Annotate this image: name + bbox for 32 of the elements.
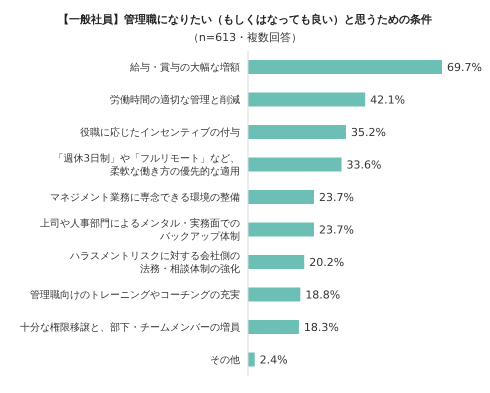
data-label: 23.7%: [318, 190, 354, 204]
y-tick-label: 給与・賞与の大幅な増額: [129, 60, 240, 73]
bar: [248, 255, 304, 269]
bar: [248, 158, 342, 172]
y-tick-label: ハラスメントリスクに対する会社側の法務・相談体制の強化: [69, 249, 240, 274]
data-label: 33.6%: [346, 158, 382, 172]
y-tick-label: 管理職向けのトレーニングやコーチングの充実: [30, 288, 240, 300]
bar: [248, 125, 346, 139]
data-label: 18.8%: [305, 288, 340, 302]
bar: [248, 92, 366, 106]
bar: [248, 222, 314, 236]
y-tick-label: 役職に応じたインセンティブの付与: [80, 126, 240, 138]
y-tick-label: 上司や人事部門によるメンタル・実務面でのバックアップ体制: [40, 216, 240, 242]
bar: [248, 320, 299, 334]
y-tick-label: その他: [210, 353, 240, 366]
bar: [248, 190, 314, 204]
data-label: 42.1%: [370, 93, 406, 106]
y-tick-label: 「週休3日制」や「フルリモート」など、柔軟な働き方の優先的な適用: [54, 152, 240, 177]
data-label: 69.7%: [447, 60, 482, 74]
bar: [248, 60, 442, 74]
data-label: 2.4%: [260, 353, 288, 366]
bar: [248, 288, 300, 302]
data-label: 20.2%: [309, 256, 344, 269]
chart-title: 【一般社員】管理職になりたい（もしくはなっても良い）と思うための条件: [57, 12, 433, 27]
y-tick-label: 十分な権限移譲と、部下・チームメンバーの増員: [20, 320, 240, 333]
bar: [248, 352, 255, 366]
chart-subtitle: （n=613・複数回答）: [186, 30, 304, 45]
data-label: 18.3%: [304, 320, 339, 334]
data-label: 23.7%: [318, 223, 354, 236]
y-tick-label: 労働時間の適切な管理と削減: [110, 93, 240, 106]
y-tick-label: マネジメント業務に専念できる環境の整備: [50, 190, 240, 203]
data-label: 35.2%: [350, 126, 386, 139]
